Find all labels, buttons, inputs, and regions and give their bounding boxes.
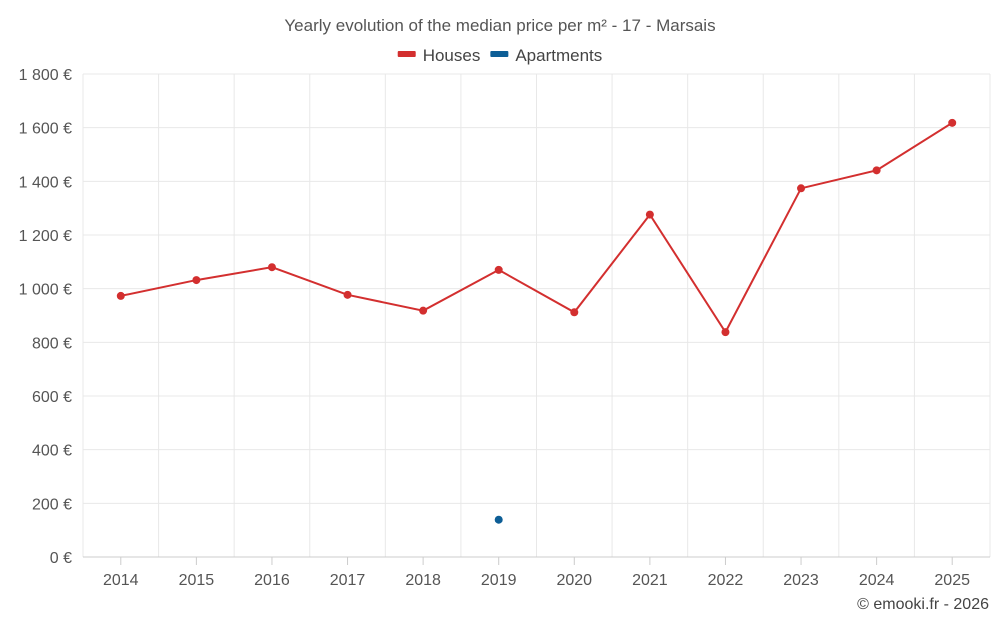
apartments-data-point[interactable] bbox=[494, 515, 503, 524]
legend: Houses Apartments bbox=[397, 46, 602, 65]
houses-data-point[interactable] bbox=[721, 328, 730, 337]
houses-data-point[interactable] bbox=[645, 210, 654, 219]
x-tick-label: 2024 bbox=[859, 572, 895, 589]
houses-data-point[interactable] bbox=[192, 276, 201, 285]
x-tick-label: 2019 bbox=[481, 572, 517, 589]
houses-data-point[interactable] bbox=[494, 265, 503, 274]
y-tick-label: 1 000 € bbox=[19, 282, 72, 299]
y-tick-label: 0 € bbox=[50, 550, 72, 567]
x-tick-label: 2015 bbox=[179, 572, 215, 589]
y-axis: 0 € 200 € 400 € 600 € 800 € 1 000 € 1 200 € 1 4… bbox=[19, 67, 72, 567]
x-tick-label: 2021 bbox=[632, 572, 668, 589]
legend-item-apartments[interactable]: Apartments bbox=[490, 46, 602, 65]
y-tick-label: 1 800 € bbox=[19, 67, 72, 84]
credit-text: © emooki.fr - 2026 bbox=[857, 596, 989, 613]
x-tick-label: 2023 bbox=[783, 572, 819, 589]
houses-data-point[interactable] bbox=[419, 306, 428, 315]
houses-series-line bbox=[120, 121, 953, 335]
y-tick-label: 1 600 € bbox=[19, 121, 72, 138]
x-tick-label: 2022 bbox=[708, 572, 744, 589]
y-tick-label: 200 € bbox=[32, 496, 72, 513]
chart-title: Yearly evolution of the median price per… bbox=[284, 16, 715, 35]
houses-data-point[interactable] bbox=[872, 166, 881, 175]
houses-data-point[interactable] bbox=[116, 291, 125, 300]
x-tick-label: 2016 bbox=[254, 572, 290, 589]
x-tick-label: 2020 bbox=[556, 572, 592, 589]
legend-item-houses[interactable]: Houses bbox=[397, 46, 481, 65]
y-tick-label: 600 € bbox=[32, 389, 72, 406]
grid bbox=[82, 73, 991, 557]
x-tick-label: 2017 bbox=[330, 572, 366, 589]
x-tick-label: 2014 bbox=[103, 572, 139, 589]
legend-label-apartments: Apartments bbox=[515, 46, 602, 65]
houses-data-point[interactable] bbox=[797, 184, 806, 193]
legend-swatch-houses bbox=[397, 51, 416, 57]
y-tick-label: 800 € bbox=[32, 335, 72, 352]
x-tick-label: 2025 bbox=[934, 572, 970, 589]
houses-data-point[interactable] bbox=[948, 118, 957, 127]
y-tick-label: 1 400 € bbox=[19, 174, 72, 191]
x-axis: 2014 2015 2016 2017 2018 2019 2020 2021 2022 2023… bbox=[83, 556, 990, 589]
legend-label-houses: Houses bbox=[423, 46, 481, 65]
houses-data-point[interactable] bbox=[267, 263, 276, 272]
houses-data-point[interactable] bbox=[570, 308, 579, 317]
legend-swatch-apartments bbox=[490, 51, 509, 57]
series-layer bbox=[116, 118, 957, 524]
houses-data-point[interactable] bbox=[343, 290, 352, 299]
y-tick-label: 400 € bbox=[32, 443, 72, 460]
x-tick-label: 2018 bbox=[405, 572, 441, 589]
y-tick-label: 1 200 € bbox=[19, 228, 72, 245]
